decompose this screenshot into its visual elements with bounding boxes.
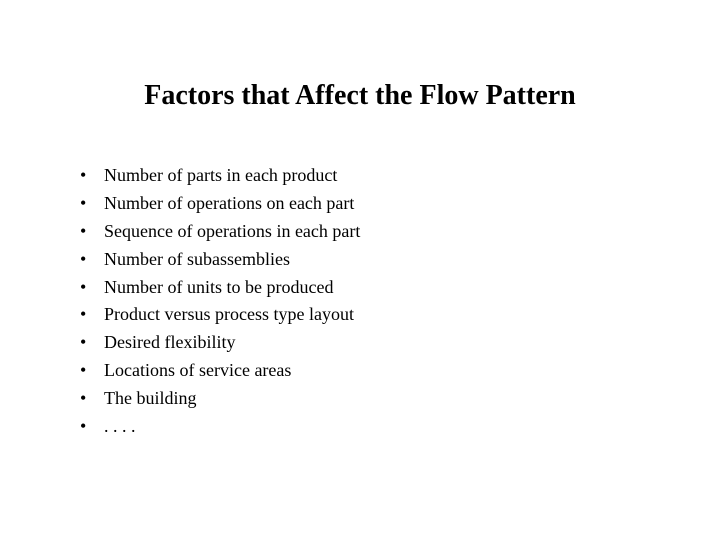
bullet-text: Number of operations on each part xyxy=(104,190,660,218)
bullet-icon: • xyxy=(80,385,104,413)
list-item: • Number of parts in each product xyxy=(80,162,660,190)
slide-title: Factors that Affect the Flow Pattern xyxy=(60,80,660,112)
bullet-icon: • xyxy=(80,329,104,357)
list-item: • Product versus process type layout xyxy=(80,301,660,329)
list-item: • Desired flexibility xyxy=(80,329,660,357)
bullet-icon: • xyxy=(80,413,104,441)
list-item: • Locations of service areas xyxy=(80,357,660,385)
bullet-text: Locations of service areas xyxy=(104,357,660,385)
bullet-icon: • xyxy=(80,274,104,302)
bullet-text: Product versus process type layout xyxy=(104,301,660,329)
list-item: • The building xyxy=(80,385,660,413)
list-item: • Sequence of operations in each part xyxy=(80,218,660,246)
bullet-text: Desired flexibility xyxy=(104,329,660,357)
bullet-icon: • xyxy=(80,301,104,329)
bullet-text: Number of units to be produced xyxy=(104,274,660,302)
list-item: • Number of subassemblies xyxy=(80,246,660,274)
bullet-text: Number of subassemblies xyxy=(104,246,660,274)
list-item: • Number of operations on each part xyxy=(80,190,660,218)
list-item: • . . . . xyxy=(80,413,660,441)
bullet-icon: • xyxy=(80,246,104,274)
bullet-icon: • xyxy=(80,218,104,246)
bullet-text: The building xyxy=(104,385,660,413)
bullet-icon: • xyxy=(80,162,104,190)
bullet-text: Sequence of operations in each part xyxy=(104,218,660,246)
bullet-list: • Number of parts in each product • Numb… xyxy=(60,162,660,441)
list-item: • Number of units to be produced xyxy=(80,274,660,302)
bullet-text: . . . . xyxy=(104,413,660,441)
bullet-icon: • xyxy=(80,357,104,385)
bullet-text: Number of parts in each product xyxy=(104,162,660,190)
bullet-icon: • xyxy=(80,190,104,218)
